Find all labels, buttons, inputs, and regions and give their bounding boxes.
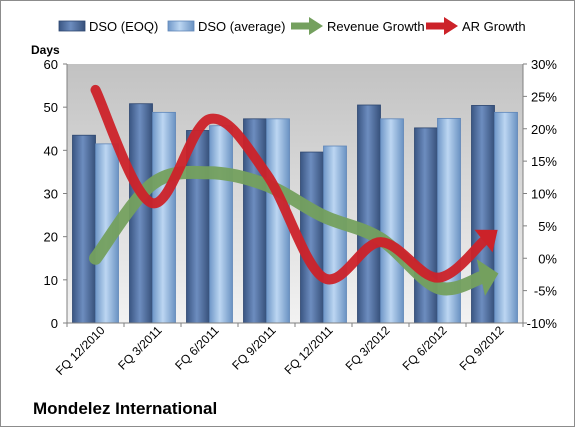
legend-swatch-dso-eoq <box>58 20 86 32</box>
y-axis-title: Days <box>31 43 60 57</box>
y2-tick-label: -5% <box>534 284 558 299</box>
bar-dso-eoq-0 <box>72 134 96 324</box>
arrowhead-ar-growth <box>474 229 498 253</box>
y2-tick-label: 25% <box>531 89 557 104</box>
legend-arrow-ar-growth <box>444 17 458 35</box>
x-tick-label: FQ 6/2011 <box>172 323 222 373</box>
bar-dso-eoq-5 <box>357 104 381 324</box>
y2-tick-label: 20% <box>531 122 557 137</box>
y-tick-label: 10 <box>44 273 58 288</box>
bar-dso-average-7 <box>494 111 518 324</box>
x-tick-label: FQ 3/2012 <box>343 323 393 373</box>
bar-dso-average-4 <box>323 145 347 324</box>
x-tick-label: FQ 9/2011 <box>229 323 279 373</box>
bar-dso-average-5 <box>380 118 404 324</box>
x-tick-label: FQ 9/2012 <box>457 323 507 373</box>
x-tick-label: FQ 12/2011 <box>282 323 336 377</box>
y2-tick-label: 5% <box>538 219 557 234</box>
legend-label-ar-growth: AR Growth <box>462 19 526 34</box>
y-tick-label: 0 <box>51 316 58 331</box>
legend-label-revenue-growth: Revenue Growth <box>327 19 425 34</box>
x-tick-label: FQ 12/2010 <box>53 323 108 378</box>
legend-arrow-revenue-growth <box>309 17 323 35</box>
chart-title: Mondelez International <box>33 399 218 418</box>
arrowhead-revenue-growth <box>476 259 499 296</box>
line-revenue-growth <box>89 165 489 296</box>
bar-dso-eoq-7 <box>471 105 495 324</box>
y-tick-label: 60 <box>44 57 58 72</box>
y2-tick-label: 0% <box>538 251 557 266</box>
bar-dso-eoq-6 <box>414 127 438 324</box>
y-tick-label: 20 <box>44 230 58 245</box>
legend-label-dso-eoq: DSO (EOQ) <box>89 19 158 34</box>
bar-dso-eoq-4 <box>300 151 324 324</box>
y-tick-label: 40 <box>44 143 58 158</box>
y2-tick-label: 10% <box>531 187 557 202</box>
y-tick-label: 50 <box>44 100 58 115</box>
bar-dso-average-1 <box>152 111 176 324</box>
bar-dso-average-2 <box>209 125 233 324</box>
y2-tick-label: 30% <box>531 57 557 72</box>
x-tick-label: FQ 3/2011 <box>115 323 165 373</box>
legend-label-dso-average: DSO (average) <box>198 19 285 34</box>
y-tick-label: 30 <box>44 187 58 202</box>
line-ar-growth <box>90 84 490 285</box>
x-tick-label: FQ 6/2012 <box>400 323 450 373</box>
y2-tick-label: 15% <box>531 154 557 169</box>
legend-swatch-dso-average <box>167 20 195 32</box>
bar-dso-eoq-2 <box>186 130 210 324</box>
y2-tick-label: -10% <box>527 316 558 331</box>
